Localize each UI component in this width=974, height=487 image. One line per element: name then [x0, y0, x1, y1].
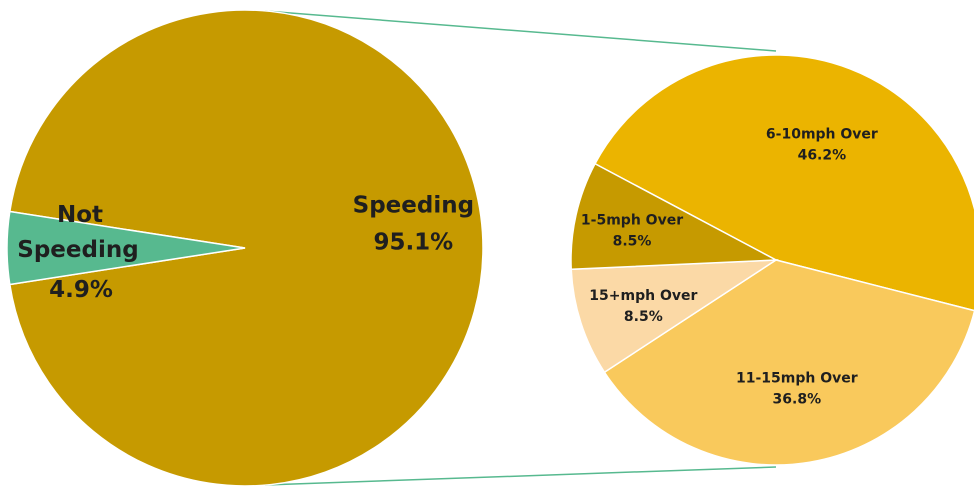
slice-speeding: [8, 9, 484, 487]
slice-6-10mph-over: [593, 54, 974, 312]
main-pie: [6, 9, 484, 487]
value-11-15mph-over: 36.8%: [773, 391, 822, 407]
data-labels: Not Speeding 4.9% Speeding 95.1% 6-10mph Over…: [17, 126, 878, 407]
slice-not-speeding: [6, 210, 246, 286]
label-6-10mph-over: 6-10mph Over: [766, 126, 878, 142]
slice-15-mph-over: [570, 259, 779, 374]
label-speeding: Speeding: [353, 192, 474, 218]
value-1-5mph-over: 8.5%: [613, 234, 652, 250]
label-11-15mph-over: 11-15mph Over: [736, 370, 858, 386]
value-15-mph-over: 8.5%: [624, 309, 663, 325]
slice-11-15mph-over: [603, 259, 974, 466]
value-speeding: 95.1%: [373, 229, 453, 255]
connector-lines: [264, 10, 777, 486]
connector-top: [264, 10, 777, 52]
label-not-speeding-line-1: Not: [57, 202, 103, 228]
value-not-speeding: 4.9%: [49, 277, 113, 303]
connector-bottom: [264, 466, 777, 486]
label-1-5mph-over: 1-5mph Over: [581, 213, 683, 229]
breakdown-pie: [570, 54, 974, 466]
slice-1-5mph-over: [570, 162, 779, 271]
label-15-mph-over: 15+mph Over: [589, 288, 697, 304]
value-6-10mph-over: 46.2%: [798, 147, 847, 163]
label-not-speeding-line-2: Speeding: [17, 237, 138, 263]
